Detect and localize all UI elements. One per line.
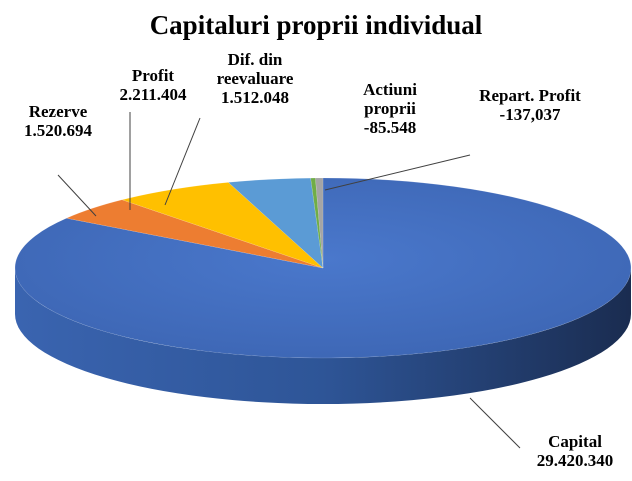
- data-label: Dif. din reevaluare 1.512.048: [195, 50, 315, 107]
- pie-slice: [310, 177, 324, 269]
- pie-slice: [227, 177, 324, 269]
- data-label: Repart. Profit -137,037: [470, 86, 590, 124]
- data-label: Profit 2.211.404: [108, 66, 198, 104]
- label-value: 2.211.404: [119, 85, 187, 104]
- leader-line: [324, 154, 471, 191]
- chart-title: Capitaluri proprii individual: [149, 10, 483, 40]
- label-name: Rezerve: [28, 102, 88, 121]
- label-name: Capital: [548, 432, 602, 451]
- label-value: 29.420.340: [536, 451, 614, 470]
- label-name: Actiuni proprii: [363, 80, 417, 118]
- data-label: Capital 29.420.340: [520, 432, 630, 470]
- data-label: Actiuni proprii -85.548: [345, 80, 435, 137]
- data-label: Rezerve 1.520.694: [8, 102, 108, 140]
- label-name: Profit: [131, 66, 175, 85]
- pie-slice: [65, 199, 324, 269]
- label-name: Dif. din reevaluare: [216, 50, 294, 88]
- leader-line: [469, 397, 521, 449]
- leader-line: [57, 174, 97, 217]
- pie-side: [15, 268, 631, 404]
- label-name: Repart. Profit: [479, 86, 581, 105]
- label-value: -85.548: [363, 118, 417, 137]
- pie-slice: [315, 177, 324, 269]
- pie-slice: [14, 177, 632, 359]
- leader-line: [164, 117, 201, 206]
- label-value: 1.520.694: [24, 121, 92, 140]
- label-value: -137,037: [499, 105, 561, 124]
- pie-slice: [121, 182, 324, 269]
- label-value: 1.512.048: [221, 88, 289, 107]
